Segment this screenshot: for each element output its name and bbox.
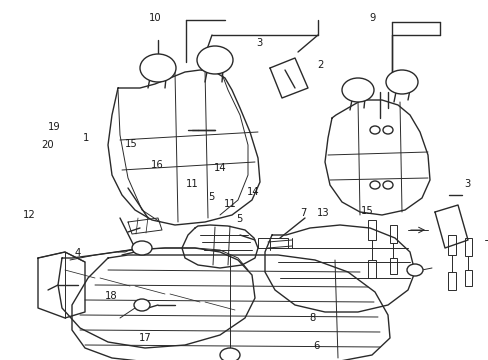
Text: 19: 19 bbox=[47, 122, 60, 132]
Text: 8: 8 bbox=[309, 312, 315, 323]
Text: 14: 14 bbox=[213, 163, 226, 174]
Bar bbox=[464, 238, 471, 256]
Ellipse shape bbox=[140, 54, 176, 82]
Text: 18: 18 bbox=[105, 291, 118, 301]
Ellipse shape bbox=[385, 70, 417, 94]
Text: 16: 16 bbox=[151, 160, 163, 170]
Text: 5: 5 bbox=[207, 192, 214, 202]
Text: 3: 3 bbox=[463, 179, 469, 189]
Text: 9: 9 bbox=[368, 13, 375, 23]
Text: 2: 2 bbox=[316, 60, 323, 70]
Text: 15: 15 bbox=[360, 206, 372, 216]
Bar bbox=[367, 260, 375, 278]
Text: 17: 17 bbox=[139, 333, 152, 343]
Ellipse shape bbox=[134, 299, 150, 311]
Text: 3: 3 bbox=[256, 38, 262, 48]
Text: 6: 6 bbox=[313, 341, 320, 351]
Ellipse shape bbox=[341, 78, 373, 102]
Ellipse shape bbox=[369, 126, 379, 134]
Ellipse shape bbox=[406, 264, 422, 276]
Text: 1: 1 bbox=[82, 132, 89, 143]
Ellipse shape bbox=[382, 126, 392, 134]
Ellipse shape bbox=[369, 181, 379, 189]
Bar bbox=[447, 272, 455, 290]
Text: 20: 20 bbox=[41, 140, 54, 150]
Ellipse shape bbox=[132, 241, 152, 255]
Ellipse shape bbox=[220, 348, 240, 360]
Bar bbox=[258, 238, 287, 248]
Text: 13: 13 bbox=[316, 208, 328, 218]
Bar bbox=[389, 225, 396, 243]
Bar bbox=[389, 258, 396, 274]
Text: 7: 7 bbox=[299, 208, 306, 218]
Text: 11: 11 bbox=[223, 199, 236, 210]
Text: 12: 12 bbox=[23, 210, 36, 220]
Text: 4: 4 bbox=[74, 248, 80, 258]
Bar bbox=[367, 220, 375, 240]
Ellipse shape bbox=[197, 46, 232, 74]
Bar bbox=[464, 270, 471, 286]
Ellipse shape bbox=[382, 181, 392, 189]
Text: 11: 11 bbox=[185, 179, 198, 189]
Text: 14: 14 bbox=[246, 186, 259, 197]
Text: 10: 10 bbox=[149, 13, 162, 23]
Bar bbox=[447, 235, 455, 255]
Text: 15: 15 bbox=[124, 139, 137, 149]
Text: 5: 5 bbox=[236, 213, 243, 224]
